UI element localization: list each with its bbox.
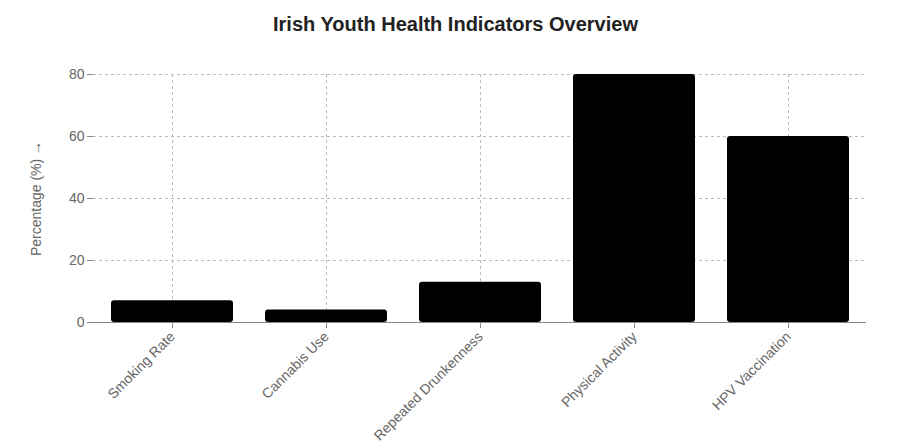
svg-text:80: 80	[69, 66, 85, 82]
svg-text:HPV Vaccination: HPV Vaccination	[709, 328, 794, 413]
svg-text:60: 60	[69, 128, 85, 144]
svg-text:Smoking Rate: Smoking Rate	[104, 328, 178, 402]
svg-text:20: 20	[69, 252, 85, 268]
svg-text:0: 0	[77, 314, 85, 330]
svg-text:Repeated Drunkenness: Repeated Drunkenness	[370, 328, 485, 443]
html-text:Irish Youth Health Indicators: Irish Youth Health Indicators Overview	[273, 13, 638, 35]
svg-text:Physical Activity: Physical Activity	[558, 328, 640, 410]
svg-text:Percentage (%) →: Percentage (%) →	[28, 141, 44, 256]
svg-text:40: 40	[69, 190, 85, 206]
svg-text:Cannabis Use: Cannabis Use	[258, 328, 332, 402]
